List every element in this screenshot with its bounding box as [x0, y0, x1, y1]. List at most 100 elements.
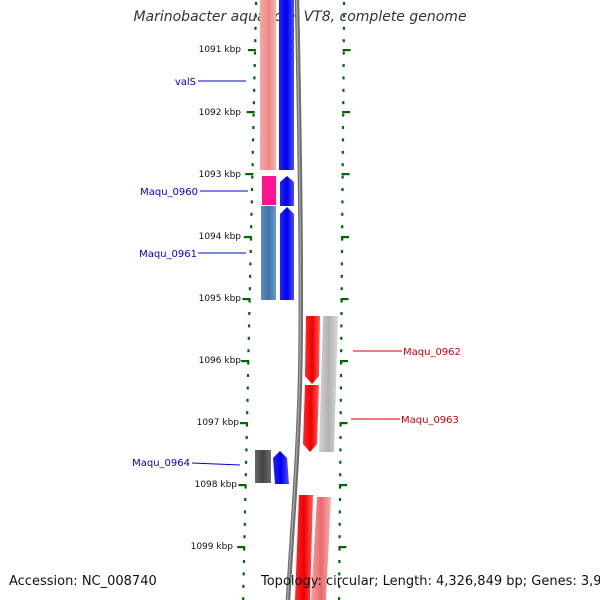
- ruler-dot-right: [342, 76, 345, 80]
- ruler-major-tick: [341, 236, 349, 239]
- ruler-dot-right: [338, 597, 341, 600]
- cds-maqu-0963[interactable]: [303, 385, 319, 452]
- ruler-dot-left: [252, 138, 255, 142]
- ruler-dot-left: [248, 299, 251, 303]
- cds-maqu-0961[interactable]: [280, 207, 294, 300]
- ruler-dot-right: [340, 361, 343, 365]
- reverse-strand-features: [255, 0, 294, 484]
- gene-label-leaders: [191, 80, 402, 466]
- topology-text: Topology: circular; Length: 4,326,849 bp…: [261, 574, 600, 589]
- ruler-dot-right: [340, 349, 343, 353]
- ruler-dot-right: [341, 175, 344, 179]
- ruler-dot-left: [251, 163, 254, 167]
- ruler-dot-left: [251, 150, 254, 154]
- ruler-dot-right: [340, 287, 343, 291]
- ruler-dot-right: [342, 101, 345, 105]
- ruler-label-1099: 1099 kbp: [191, 542, 234, 552]
- ruler-dot-right: [338, 547, 341, 551]
- feature-gray-0962-0963[interactable]: [319, 316, 338, 452]
- ruler-label-1091: 1091 kbp: [199, 45, 242, 55]
- ruler-dot-right: [341, 126, 345, 129]
- ruler-major-tick: [339, 484, 347, 487]
- ruler-dot-left: [245, 423, 248, 427]
- ruler-dot-right: [341, 212, 344, 216]
- cds-maqu-0964[interactable]: [273, 451, 289, 484]
- gene-label-maqu-0961[interactable]: Maqu_0961: [139, 249, 197, 260]
- ruler-major-tick: [241, 360, 250, 363]
- ruler-labels: 1091 kbp 1092 kbp 1093 kbp 1094 kbp 1095…: [191, 45, 242, 552]
- ruler-dot-right: [340, 250, 344, 253]
- ruler-dot-left: [249, 274, 252, 278]
- ruler-dot-left: [253, 88, 256, 92]
- ruler-major-tick: [342, 111, 351, 114]
- feature-pink-valS[interactable]: [260, 0, 276, 170]
- ruler-major-tick: [243, 236, 252, 239]
- ruler-dot-left: [252, 101, 255, 105]
- ruler-dot-left: [252, 113, 255, 117]
- ruler-major-tick: [238, 484, 247, 487]
- ruler-dot-left: [242, 560, 246, 563]
- ruler-dot-left: [255, 2, 258, 5]
- ruler-dot-right: [341, 188, 344, 191]
- ruler-dot-left: [242, 597, 245, 600]
- accession-text: Accession: NC_008740: [9, 574, 157, 589]
- ruler-dot-right: [342, 26, 345, 30]
- feature-salmon-lower[interactable]: [311, 497, 331, 600]
- gene-label-maqu-0960[interactable]: Maqu_0960: [140, 187, 198, 198]
- ruler-dot-left: [244, 473, 247, 477]
- ruler-major-tick: [247, 49, 256, 52]
- ruler-dot-right: [343, 2, 346, 5]
- ruler-dot-left: [246, 386, 249, 390]
- gene-label-valS[interactable]: valS: [175, 77, 196, 88]
- gene-label-maqu-0962[interactable]: Maqu_0962: [403, 347, 461, 358]
- ruler-major-tick: [340, 360, 348, 363]
- ruler-dot-left: [249, 250, 252, 253]
- ruler-dot-left: [252, 126, 255, 129]
- cds-maqu-0960[interactable]: [280, 176, 294, 206]
- genome-title: Marinobacter aquaeolei VT8, complete gen…: [133, 9, 467, 25]
- ruler-dot-right: [340, 262, 343, 266]
- ruler-major-tick: [342, 49, 351, 52]
- ruler-dot-right: [339, 386, 342, 390]
- ruler-dot-left: [242, 584, 245, 588]
- ruler-dot-left: [254, 14, 257, 18]
- gene-label-maqu-0963[interactable]: Maqu_0963: [401, 415, 459, 426]
- ruler-dot-right: [339, 423, 342, 427]
- feature-magenta-0960[interactable]: [262, 176, 276, 205]
- ruler-label-1092: 1092 kbp: [199, 108, 242, 118]
- ruler-label-1094: 1094 kbp: [199, 232, 242, 242]
- ruler-dot-right: [342, 88, 345, 92]
- cds-maqu-0962[interactable]: [305, 316, 320, 384]
- feature-dark-0964[interactable]: [255, 450, 271, 483]
- ruler-major-tick: [339, 422, 348, 425]
- ruler-dot-right: [339, 485, 342, 489]
- ruler-dot-left: [249, 262, 252, 266]
- ruler-dot-left: [253, 51, 257, 55]
- cds-forward-lower[interactable]: [295, 495, 313, 600]
- leader-maqu-0964: [191, 462, 241, 466]
- ruler-dot-left: [254, 26, 257, 30]
- ruler-label-1093: 1093 kbp: [199, 170, 242, 180]
- ruler-dot-left: [250, 212, 253, 216]
- ruler-dot-left: [243, 535, 246, 539]
- ruler-dot-left: [248, 312, 251, 315]
- ruler-dot-right: [341, 200, 344, 204]
- ruler-major-tick: [340, 298, 349, 301]
- ruler-dot-right: [340, 312, 343, 315]
- ruler-dot-right: [341, 150, 344, 154]
- ruler-dot-left: [250, 225, 253, 229]
- feature-steelblue-0961[interactable]: [261, 206, 276, 300]
- ruler-dot-right: [342, 64, 345, 67]
- gene-label-maqu-0964[interactable]: Maqu_0964: [132, 458, 190, 469]
- ruler-dot-right: [339, 436, 342, 439]
- cds-valS[interactable]: [279, 0, 294, 170]
- ruler-dot-right: [341, 225, 344, 229]
- ruler-dot-left: [245, 436, 248, 439]
- ruler-dot-left: [246, 411, 249, 415]
- ruler-dot-right: [338, 522, 341, 526]
- ruler-dot-right: [342, 51, 345, 55]
- forward-strand-features: [295, 316, 338, 600]
- ruler-major-tick: [245, 173, 254, 176]
- ruler-dot-right: [342, 14, 346, 18]
